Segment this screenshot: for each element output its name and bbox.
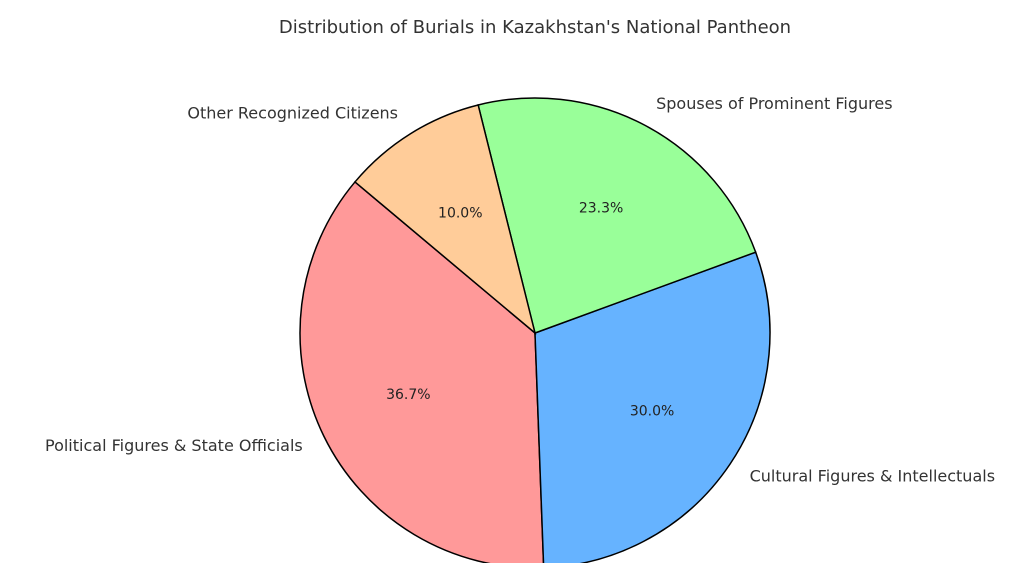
percent-label: 10.0%: [438, 205, 482, 221]
slice-label: Cultural Figures & Intellectuals: [750, 467, 995, 486]
pie-slice: [353, 104, 537, 336]
pie-slice: [299, 180, 545, 563]
pie-slice: [534, 251, 771, 563]
slice-label: Other Recognized Citizens: [187, 103, 398, 122]
percent-label: 23.3%: [579, 200, 623, 216]
chart-title: Distribution of Burials in Kazakhstan's …: [279, 17, 791, 38]
slice-label: Spouses of Prominent Figures: [656, 94, 892, 113]
slice-label: Political Figures & State Officials: [45, 436, 303, 455]
percent-label: 30.0%: [630, 404, 674, 420]
percent-label: 36.7%: [386, 387, 430, 403]
pie-slice: [477, 97, 757, 334]
